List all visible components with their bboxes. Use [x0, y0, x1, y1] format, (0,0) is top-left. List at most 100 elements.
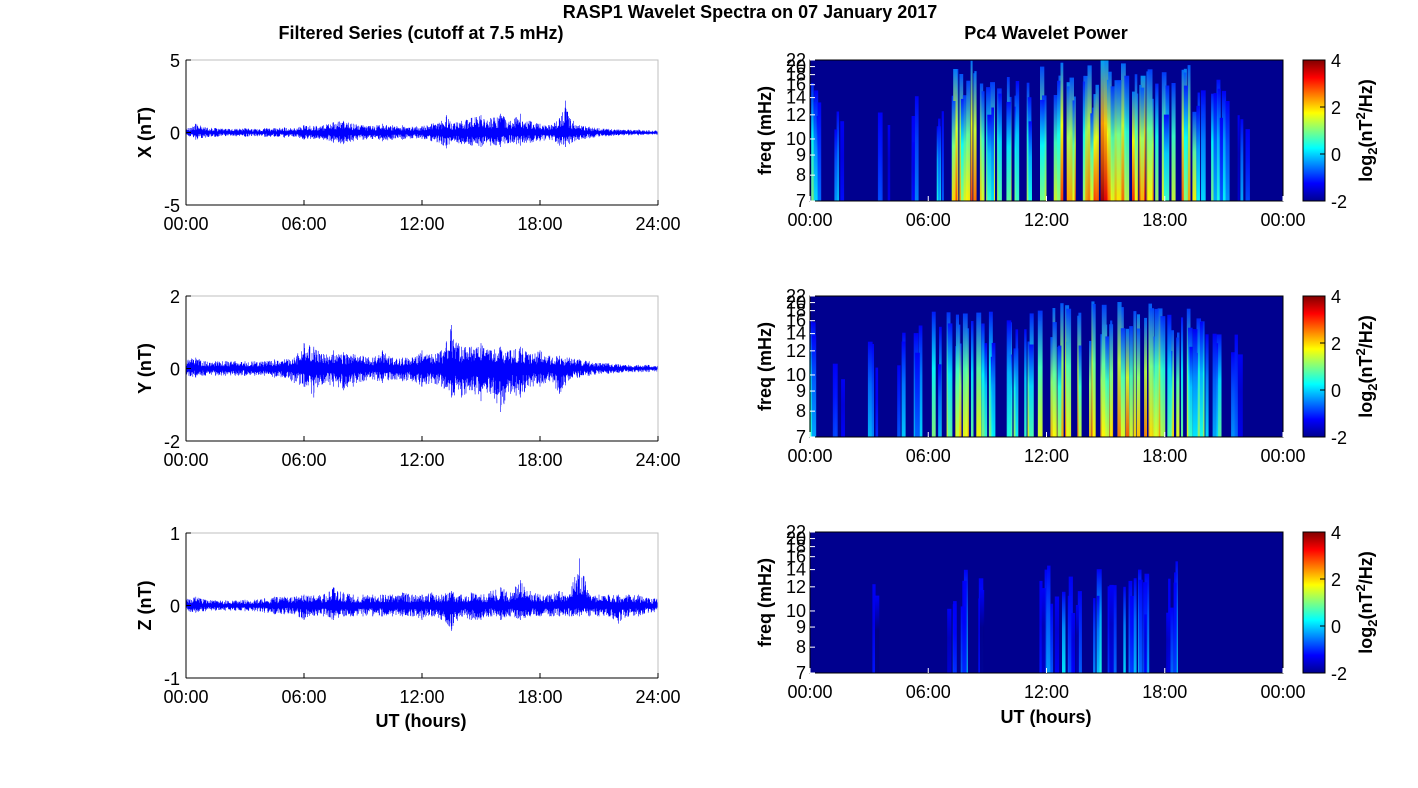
power-burst	[1137, 328, 1141, 437]
power-burst	[955, 314, 959, 437]
x-tick-label: 12:00	[1024, 446, 1069, 466]
x-tick-label: 24:00	[635, 214, 680, 234]
y-tick-label: -1	[164, 669, 180, 689]
power-burst	[991, 342, 996, 437]
power-burst	[962, 313, 968, 437]
power-burst	[1147, 69, 1153, 201]
spectrum-background	[810, 296, 1283, 437]
power-burst	[1057, 80, 1061, 201]
y-tick-label: 16	[786, 547, 806, 567]
power-burst	[814, 90, 819, 201]
x-tick-label: 18:00	[517, 450, 562, 470]
x-tick-label: 06:00	[906, 446, 951, 466]
power-burst	[998, 93, 1002, 201]
series-trace	[185, 325, 659, 412]
power-burst	[991, 107, 994, 201]
power-burst	[1075, 605, 1079, 673]
power-burst	[1245, 129, 1250, 201]
y-tick-label: -2	[164, 432, 180, 452]
x-tick-label: 00:00	[1260, 446, 1305, 466]
power-burst	[1123, 586, 1126, 673]
power-burst	[958, 324, 961, 437]
power-burst	[1163, 114, 1169, 201]
power-burst	[1160, 316, 1166, 437]
colorbar-tick-label: -2	[1331, 192, 1347, 212]
power-burst	[962, 580, 967, 673]
y-tick-label: 16	[786, 75, 806, 95]
power-burst	[1217, 88, 1221, 201]
colorbar-tick-label: 4	[1331, 523, 1341, 543]
colorbar-label: log2(nT2/Hz)	[1353, 79, 1380, 181]
power-burst	[1216, 343, 1219, 437]
y-tick-label: 7	[796, 663, 806, 683]
y-tick-label: 14	[786, 88, 806, 108]
x-tick-label: 12:00	[1024, 210, 1069, 230]
power-burst	[901, 341, 906, 437]
power-burst	[840, 121, 845, 201]
y-tick-label: 20	[786, 529, 806, 549]
colorbar	[1302, 295, 1326, 438]
y-tick-label: 22	[786, 286, 806, 306]
x-tick-label: 12:00	[399, 687, 444, 707]
power-burst	[1117, 302, 1122, 437]
power-burst	[1110, 320, 1113, 437]
right-column-title: Pc4 Wavelet Power	[964, 23, 1127, 43]
power-burst	[1192, 329, 1198, 437]
power-burst	[841, 379, 845, 437]
power-burst	[1173, 582, 1177, 673]
power-burst	[1205, 334, 1209, 437]
y-tick-label: 10	[786, 365, 806, 385]
power-burst	[1225, 101, 1230, 201]
power-burst	[1095, 84, 1099, 201]
left-x-axis-label: UT (hours)	[376, 711, 467, 731]
power-burst	[812, 335, 817, 437]
power-burst	[974, 71, 977, 201]
colorbar-tick-label: 0	[1331, 145, 1341, 165]
power-burst	[1039, 580, 1043, 673]
x-tick-label: 18:00	[517, 214, 562, 234]
series-panel-z_series: 1 0 -100:00 06:00 12:00 18:00 24:00 Z (nT)	[135, 524, 681, 707]
power-burst	[1176, 337, 1179, 437]
power-burst	[1068, 576, 1073, 673]
x-tick-label: 00:00	[163, 214, 208, 234]
power-burst	[834, 129, 838, 201]
power-burst	[915, 352, 920, 437]
x-tick-label: 06:00	[281, 214, 326, 234]
power-burst	[1037, 310, 1043, 437]
colorbar-tick-label: 2	[1331, 334, 1341, 354]
power-burst	[1199, 321, 1203, 437]
y-axis-label: Z (nT)	[135, 581, 155, 631]
y-axis-label: Y (nT)	[135, 343, 155, 394]
y-tick-label: 12	[786, 105, 806, 125]
x-tick-label: 24:00	[635, 450, 680, 470]
power-burst	[1069, 77, 1074, 201]
power-burst	[1212, 333, 1217, 437]
colorbar-tick-label: 2	[1331, 570, 1341, 590]
y-tick-label: 7	[796, 191, 806, 211]
power-burst	[1050, 603, 1054, 673]
power-burst	[1167, 314, 1172, 437]
colorbar-tick-label: 4	[1331, 287, 1341, 307]
power-burst	[1096, 595, 1100, 673]
power-burst	[912, 142, 915, 201]
power-burst	[918, 325, 923, 437]
power-burst	[947, 608, 952, 673]
colorbar	[1302, 59, 1326, 202]
power-burst	[1237, 354, 1243, 437]
power-burst	[1181, 317, 1184, 437]
power-burst	[947, 323, 953, 437]
power-burst	[1219, 117, 1223, 201]
power-burst	[966, 80, 971, 201]
y-tick-label: 1	[170, 524, 180, 544]
series-panel-x_series: 5 0 -500:00 06:00 12:00 18:00 24:00 X (nT)	[135, 51, 681, 234]
power-burst	[1183, 85, 1188, 201]
power-burst	[1047, 565, 1051, 673]
colorbar-tick-label: -2	[1331, 428, 1347, 448]
power-burst	[1093, 598, 1096, 673]
power-burst	[811, 83, 814, 201]
power-burst	[1154, 308, 1159, 437]
